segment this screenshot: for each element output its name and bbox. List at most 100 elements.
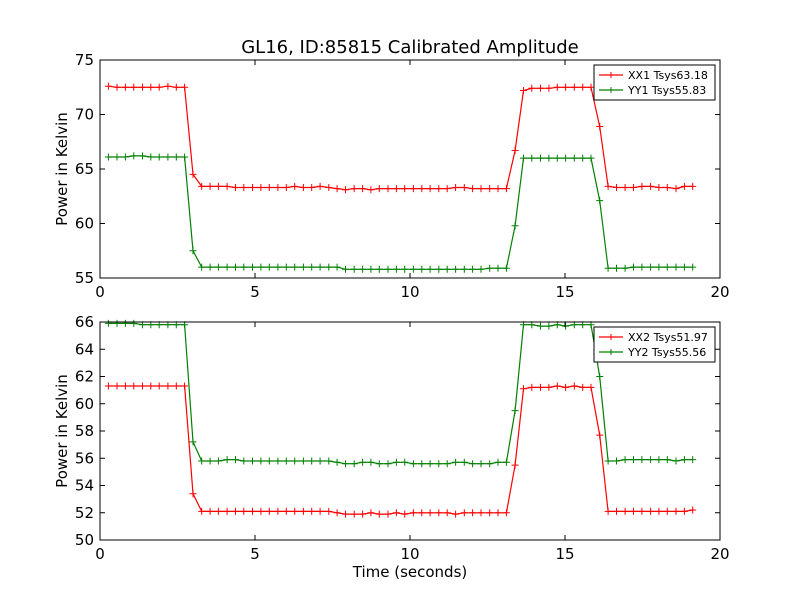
data-point [443, 509, 451, 517]
data-point [316, 182, 324, 190]
data-point [409, 185, 417, 193]
legend-box [593, 326, 716, 363]
y-tick-label: 62 [75, 368, 94, 386]
data-point [596, 123, 604, 130]
legend-item-1: XX2 Tsys51.97 [599, 331, 708, 344]
data-point [579, 383, 587, 391]
data-point [663, 263, 671, 271]
data-point [647, 263, 655, 271]
y-tick-label: 55 [75, 269, 94, 287]
x-tick-label: 0 [95, 545, 105, 563]
data-point [638, 263, 646, 271]
data-point [325, 457, 333, 465]
data-point [401, 458, 409, 466]
data-point [663, 184, 671, 191]
data-point [502, 185, 510, 193]
data-point [265, 184, 273, 191]
data-point [325, 507, 333, 515]
data-point [265, 263, 273, 271]
data-point [240, 507, 248, 515]
data-point [181, 382, 189, 390]
data-point [655, 456, 663, 464]
data-point [604, 457, 612, 465]
data-point [333, 458, 341, 466]
data-point [375, 460, 383, 468]
data-point [469, 185, 477, 193]
data-point [375, 265, 383, 273]
data-point [249, 184, 256, 191]
data-point [316, 507, 324, 515]
data-point [469, 460, 477, 468]
data-point [494, 185, 502, 193]
data-point [113, 382, 121, 390]
y-tick-label: 70 [75, 106, 94, 124]
data-point [282, 507, 290, 515]
data-point [680, 456, 688, 464]
data-point [477, 265, 485, 273]
data-point [181, 83, 189, 91]
data-point [562, 322, 570, 330]
y-tick-label: 56 [75, 449, 94, 467]
series-line-1 [108, 85, 693, 191]
data-point [494, 264, 502, 272]
data-point [249, 507, 256, 515]
data-point [350, 185, 358, 193]
data-point [392, 509, 400, 517]
data-point [435, 509, 443, 517]
data-point [172, 153, 180, 161]
data-point [181, 153, 189, 161]
data-point [113, 153, 121, 161]
data-point [342, 510, 349, 518]
data-point [172, 382, 180, 390]
data-point [460, 265, 468, 273]
data-point [342, 265, 349, 273]
data-point [418, 265, 426, 273]
data-point [214, 182, 222, 190]
data-point [452, 458, 460, 466]
x-tick-label: 15 [555, 545, 574, 563]
data-point [528, 84, 536, 92]
data-point [333, 263, 341, 271]
data-point [418, 460, 426, 468]
data-point [232, 263, 239, 271]
data-point [342, 186, 349, 194]
data-point [537, 383, 544, 391]
data-point [291, 457, 299, 465]
data-point [325, 184, 333, 191]
y-tick-label: 54 [75, 477, 94, 495]
data-point [206, 457, 214, 465]
x-tick-label: 10 [400, 283, 419, 301]
data-point [147, 83, 155, 91]
data-point [418, 509, 426, 517]
data-point [689, 263, 697, 271]
legend-marker [608, 72, 614, 78]
data-point [299, 263, 307, 271]
y-tick-label: 60 [75, 395, 94, 413]
data-point [528, 154, 536, 162]
data-point [130, 382, 138, 390]
chart-title: GL16, ID:85815 Calibrated Amplitude [241, 37, 579, 58]
data-point [494, 458, 502, 466]
data-point [164, 153, 172, 161]
data-point [460, 184, 468, 191]
data-point [511, 461, 519, 469]
data-point [494, 509, 502, 517]
data-point [409, 509, 417, 517]
x-tick-label: 20 [710, 283, 729, 301]
data-point [189, 438, 197, 446]
data-point [282, 457, 290, 465]
legend-item-2: YY1 Tsys55.83 [599, 84, 706, 97]
data-point [316, 457, 324, 465]
data-point [198, 457, 206, 465]
data-point [638, 182, 646, 190]
data-point [638, 456, 646, 464]
data-point [282, 184, 290, 191]
data-point [104, 82, 112, 90]
data-point [647, 456, 655, 464]
data-point [630, 456, 637, 464]
legend: XX2 Tsys51.97 YY2 Tsys55.56 [593, 326, 716, 363]
data-point [435, 265, 443, 273]
data-point [663, 456, 671, 464]
y-axis-label: Power in Kelvin [53, 374, 71, 488]
data-point [249, 457, 256, 465]
